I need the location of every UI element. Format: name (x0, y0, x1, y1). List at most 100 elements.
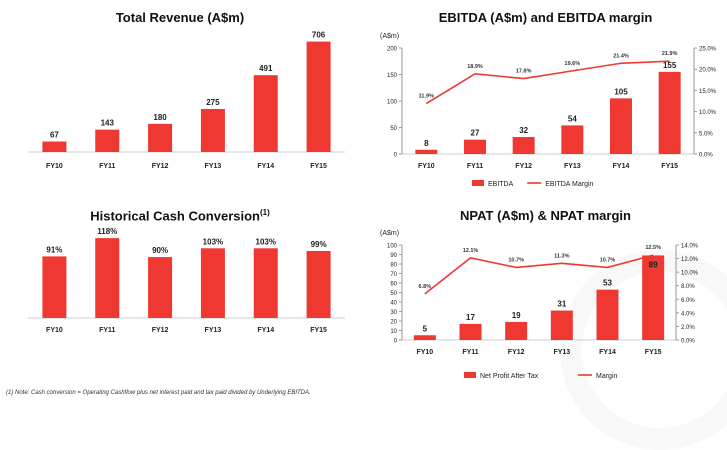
category-label: FY12 (508, 349, 525, 356)
margin-point-label: 6.8% (419, 284, 432, 290)
y-tick-label: 20 (390, 320, 397, 326)
y-tick-label: 200 (387, 47, 398, 53)
y2-tick-label: 12.0% (681, 257, 699, 263)
bar-value-label: 8 (424, 139, 429, 148)
margin-point-label: 21.9% (662, 51, 678, 57)
y2-tick-label: 10.0% (681, 271, 699, 277)
y2-tick-label: 0.0% (681, 339, 695, 345)
y-tick-label: 80 (390, 263, 397, 269)
ebitda-chart-title: EBITDA (A$m) and EBITDA margin (438, 10, 653, 25)
bar-value-label: 90% (152, 246, 168, 255)
category-label: FY14 (257, 327, 274, 334)
bar-fy14 (253, 75, 278, 152)
bar-fy15 (306, 250, 331, 318)
bar-fy12 (148, 257, 173, 318)
bar-fy14 (610, 98, 632, 154)
y2-tick-label: 4.0% (681, 311, 695, 317)
y2-tick-label: 15.0% (699, 89, 717, 95)
y-tick-label: 70 (390, 272, 397, 278)
npat-chart-title: NPAT (A$m) & NPAT margin (460, 208, 631, 223)
y2-tick-label: 8.0% (681, 284, 695, 290)
category-label: FY11 (462, 349, 478, 356)
y-tick-label: 40 (390, 301, 397, 307)
cash-conversion-chart-panel: Historical Cash Conversion(1) 91% FY10 118… (0, 200, 360, 390)
margin-point-label: 12.1% (463, 248, 479, 254)
bar-fy10 (42, 141, 67, 152)
category-label: FY15 (310, 327, 327, 334)
margin-point-label: 12.5% (645, 245, 661, 251)
category-label: FY13 (564, 163, 581, 170)
y2-tick-label: 25.0% (699, 47, 717, 53)
bar-fy11 (95, 129, 120, 152)
bar-fy10 (413, 335, 436, 340)
bar-fy13 (550, 310, 573, 340)
cash-conversion-chart-title: Historical Cash Conversion(1) (0, 208, 360, 223)
category-label: FY10 (46, 163, 63, 170)
bar-fy14 (596, 289, 619, 340)
bar-value-label: 180 (153, 113, 167, 122)
y2-tick-label: 0.0% (699, 153, 713, 159)
category-label: FY11 (99, 327, 115, 334)
bar-fy14 (253, 248, 278, 318)
margin-point-label: 11.9% (419, 94, 434, 100)
bar-value-label: 118% (97, 227, 117, 236)
y2-tick-label: 5.0% (699, 131, 713, 137)
bar-value-label: 17 (466, 313, 475, 322)
bar-value-label: 155 (663, 61, 677, 70)
bar-fy10 (42, 256, 67, 318)
y-tick-label: 0 (394, 339, 398, 345)
category-label: FY12 (152, 163, 169, 170)
y2-tick-label: 10.0% (699, 110, 717, 116)
y-tick-label: 50 (390, 291, 397, 297)
category-label: FY12 (515, 163, 532, 170)
bar-value-label: 103% (203, 237, 223, 246)
y-tick-label: 100 (387, 100, 398, 106)
y-axis-unit-label: (A$m) (380, 230, 399, 237)
category-label: FY13 (205, 327, 222, 334)
bar-fy13 (200, 248, 225, 318)
y-tick-label: 30 (390, 310, 397, 316)
category-label: FY11 (99, 163, 115, 170)
bar-fy12 (505, 321, 528, 340)
y-tick-label: 0 (394, 153, 398, 159)
y-tick-label: 100 (387, 244, 398, 250)
margin-point-label: 11.3% (554, 253, 569, 259)
y-tick-label: 50 (390, 126, 397, 132)
y2-tick-label: 6.0% (681, 298, 695, 304)
bar-value-label: 91% (46, 245, 62, 254)
bar-value-label: 105 (614, 87, 628, 96)
bar-value-label: 275 (206, 98, 220, 107)
legend-bar-swatch (472, 180, 484, 186)
category-label: FY10 (416, 349, 433, 356)
y2-tick-label: 20.0% (699, 68, 717, 74)
y2-tick-label: 14.0% (681, 244, 699, 250)
category-label: FY13 (553, 349, 570, 356)
bar-fy11 (464, 139, 486, 154)
y2-tick-label: 2.0% (681, 325, 695, 331)
legend-bar-label: EBITDA (488, 181, 514, 188)
bar-fy13 (561, 125, 584, 154)
margin-point-label: 10.7% (600, 257, 616, 263)
bar-fy12 (148, 123, 173, 152)
bar-fy15 (306, 41, 331, 153)
category-label: FY14 (613, 163, 630, 170)
margin-point-label: 10.7% (508, 257, 524, 263)
margin-line (424, 254, 654, 295)
margin-point-label: 18.9% (467, 64, 483, 70)
bar-fy15 (658, 71, 681, 154)
bar-value-label: 54 (568, 114, 577, 123)
revenue-chart: 67 FY10 143 FY11 180 FY12 275 FY13 491 FY14 706 FY1… (28, 31, 345, 170)
legend-bar-label: Net Profit After Tax (480, 373, 539, 380)
bar-value-label: 31 (557, 300, 566, 309)
legend-line-label: EBITDA Margin (545, 181, 593, 188)
revenue-chart-panel: Total Revenue (A$m) 67 FY10 143 FY11 180 FY12… (0, 0, 360, 200)
npat-chart: 0 10 20 30 40 50 60 70 80 90 100 (A$m) 0.0% 2.0% 4.0% 6… (380, 230, 699, 380)
footnote: (1) Note: Cash conversion = Operating Ca… (6, 390, 311, 396)
category-label: FY12 (152, 327, 169, 334)
bar-value-label: 706 (312, 31, 326, 40)
y-tick-label: 90 (390, 253, 397, 259)
legend-bar-swatch (464, 372, 476, 378)
y-tick-label: 150 (387, 73, 398, 79)
category-label: FY13 (205, 163, 222, 170)
bar-value-label: 67 (50, 131, 59, 140)
